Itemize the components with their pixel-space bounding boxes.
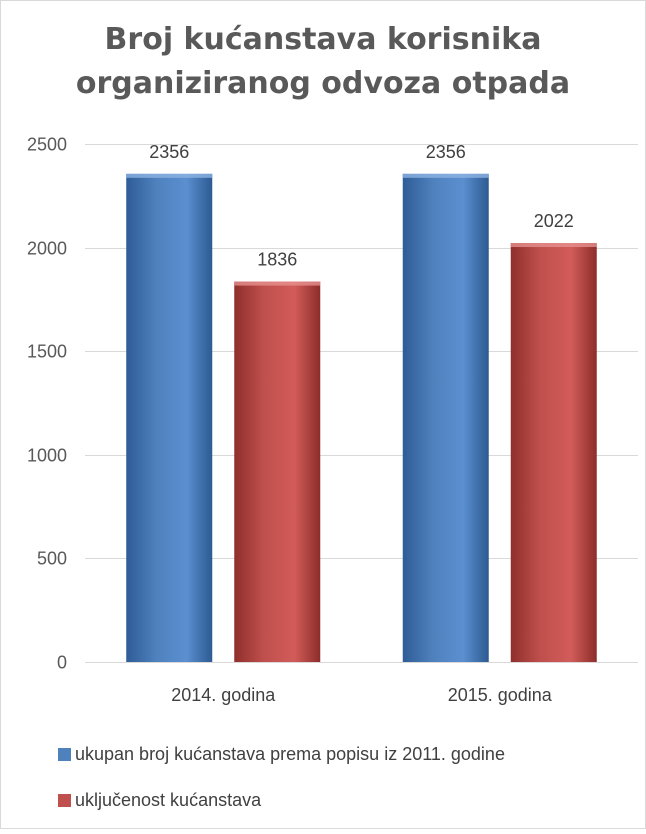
x-category-label-1: 2014. godina [171, 685, 276, 705]
labels: 0 500 1000 1500 2000 2500 2356 1836 2014. godina… [27, 135, 574, 706]
legend-label-included-households: uključenost kućanstava [75, 789, 262, 810]
chart-title-line-2: organiziranog odvoza otpada [75, 66, 571, 101]
legend-item-total-households[interactable]: ukupan broj kućanstava prema popisu iz 2… [58, 742, 505, 766]
bar-included-1[interactable] [234, 281, 321, 662]
legend: ukupan broj kućanstava prema popisu iz 2… [58, 742, 505, 834]
data-label-total-2: 2356 [426, 142, 466, 162]
legend-item-included-households[interactable]: uključenost kućanstava [58, 788, 505, 812]
legend-swatch-blue [58, 747, 71, 761]
x-category-label-2: 2015. godina [448, 685, 553, 705]
bar-cap-total-2 [402, 173, 489, 178]
bars [126, 173, 597, 663]
y-tick-label-500: 500 [37, 549, 67, 569]
bar-cap-total-1 [126, 173, 213, 178]
chart-title: Broj kućanstava korisnika organiziranog … [0, 18, 646, 106]
legend-swatch-red [58, 793, 71, 807]
y-tick-label-1500: 1500 [27, 342, 67, 362]
bar-cap-included-1 [234, 281, 321, 286]
data-label-included-2: 2022 [534, 211, 574, 231]
bar-included-2[interactable] [510, 243, 597, 662]
bar-cap-included-2 [510, 243, 597, 248]
bar-total-1[interactable] [126, 173, 213, 663]
legend-label-total-households: ukupan broj kućanstava prema popisu iz 2… [75, 743, 505, 764]
bar-total-2[interactable] [402, 173, 489, 663]
y-tick-label-2500: 2500 [27, 135, 67, 155]
data-label-included-1: 1836 [257, 250, 297, 270]
y-tick-label-2000: 2000 [27, 239, 67, 259]
chart-title-line-1: Broj kućanstava korisnika [104, 22, 542, 57]
y-tick-label-1000: 1000 [27, 446, 67, 466]
y-tick-label-0: 0 [57, 653, 67, 673]
data-label-total-1: 2356 [149, 142, 189, 162]
